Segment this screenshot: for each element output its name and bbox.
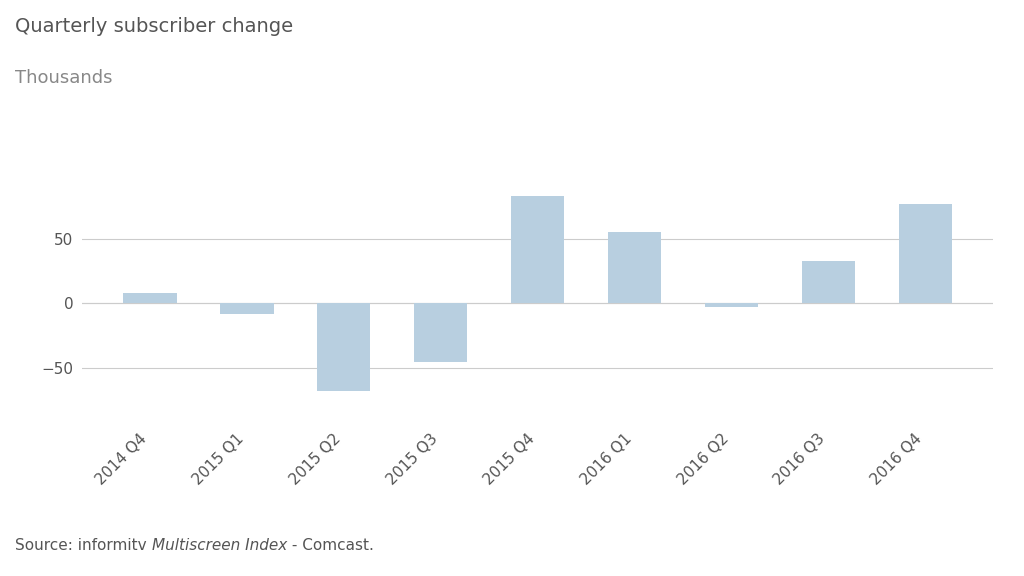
Text: Source: informitv: Source: informitv xyxy=(15,538,152,553)
Bar xyxy=(220,304,273,314)
Bar xyxy=(511,196,564,304)
Bar xyxy=(802,261,855,304)
Text: Thousands: Thousands xyxy=(15,69,113,87)
Bar xyxy=(123,293,177,304)
Bar xyxy=(705,304,758,308)
Text: - Comcast.: - Comcast. xyxy=(287,538,374,553)
Bar xyxy=(608,232,662,304)
Bar xyxy=(898,204,952,304)
Text: Quarterly subscriber change: Quarterly subscriber change xyxy=(15,17,294,36)
Bar xyxy=(317,304,371,391)
Bar xyxy=(414,304,467,362)
Text: Multiscreen Index: Multiscreen Index xyxy=(152,538,287,553)
